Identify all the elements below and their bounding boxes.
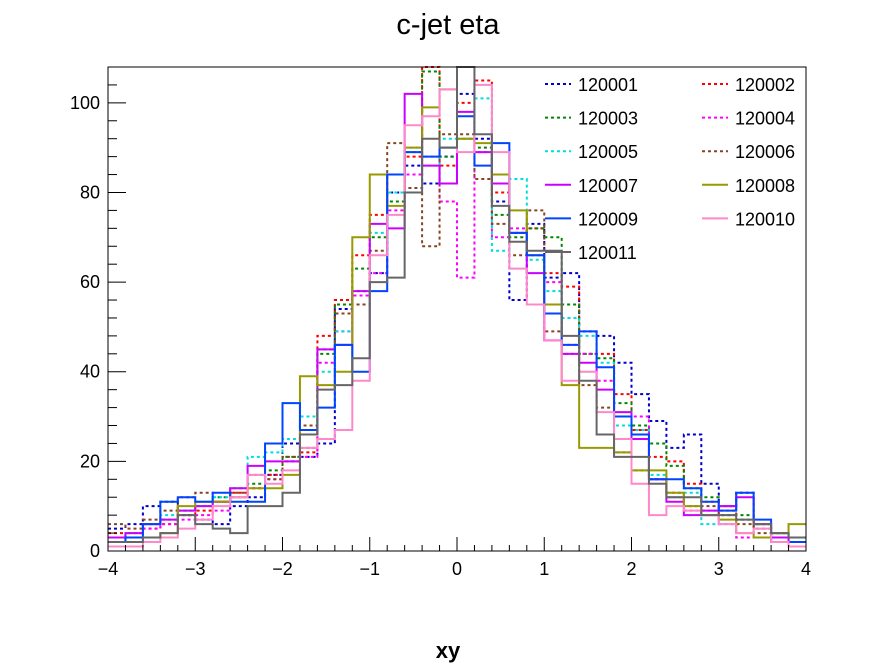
- x-tick-label: −4: [98, 559, 119, 579]
- legend-label-120008: 120008: [735, 176, 795, 196]
- series-line-120010: [108, 83, 806, 548]
- x-tick-label: 2: [626, 559, 636, 579]
- x-tick-label: 4: [801, 559, 811, 579]
- x-tick-label: 0: [452, 559, 462, 579]
- legend-label-120002: 120002: [735, 75, 795, 95]
- y-tick-label: 0: [90, 541, 100, 561]
- legend-label-120005: 120005: [578, 142, 638, 162]
- y-tick-label: 20: [80, 451, 100, 471]
- legend-label-120003: 120003: [578, 109, 638, 129]
- legend-label-120010: 120010: [735, 209, 795, 229]
- legend-label-120009: 120009: [578, 209, 638, 229]
- legend-label-120007: 120007: [578, 176, 638, 196]
- series-line-120011: [108, 66, 806, 544]
- y-tick-label: 40: [80, 362, 100, 382]
- legend-label-120011: 120011: [578, 243, 637, 263]
- x-axis: −4 −3 −2 −1 0 1 2 3 4: [98, 537, 811, 579]
- legend-label-120001: 120001: [578, 75, 638, 95]
- x-tick-label: −2: [272, 559, 293, 579]
- y-tick-label: 100: [70, 93, 100, 113]
- y-axis: 0 20 40 60 80 100: [70, 66, 126, 561]
- x-tick-label: −3: [185, 559, 206, 579]
- x-tick-label: −1: [359, 559, 380, 579]
- y-tick-label: 80: [80, 182, 100, 202]
- legend-label-120004: 120004: [735, 109, 795, 129]
- chart-title: c-jet eta: [396, 9, 500, 41]
- x-tick-label: 3: [714, 559, 724, 579]
- x-axis-label: xy: [436, 638, 461, 663]
- histogram-series: [108, 66, 806, 548]
- y-tick-label: 60: [80, 272, 100, 292]
- legend: 120001 120002 120003 120004 120005 120006 1200…: [545, 75, 795, 263]
- x-tick-label: 1: [539, 559, 549, 579]
- legend-label-120006: 120006: [735, 142, 795, 162]
